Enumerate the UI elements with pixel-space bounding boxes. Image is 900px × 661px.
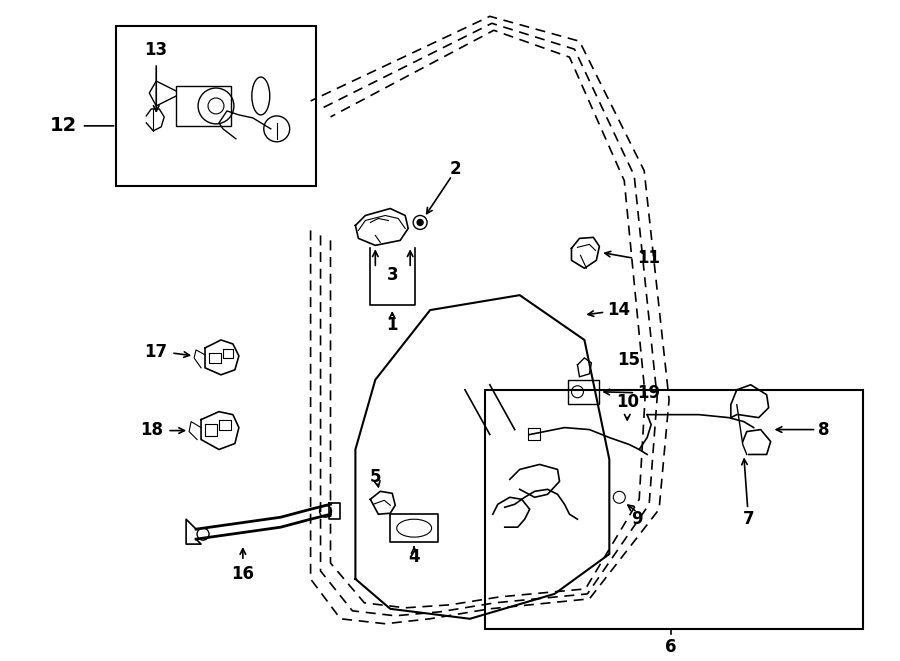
Text: 1: 1 bbox=[386, 316, 398, 334]
Circle shape bbox=[417, 219, 423, 225]
Text: 9: 9 bbox=[632, 510, 643, 528]
Text: 11: 11 bbox=[637, 249, 661, 267]
Text: 8: 8 bbox=[818, 420, 830, 439]
Text: 2: 2 bbox=[449, 160, 461, 178]
Bar bbox=[568, 380, 599, 404]
Text: 14: 14 bbox=[608, 301, 631, 319]
Bar bbox=[176, 86, 231, 126]
Bar bbox=[485, 390, 863, 629]
Text: 13: 13 bbox=[145, 41, 167, 59]
Text: 4: 4 bbox=[409, 548, 420, 566]
Text: 16: 16 bbox=[231, 565, 255, 583]
Text: 18: 18 bbox=[140, 420, 163, 439]
Text: 10: 10 bbox=[616, 393, 639, 410]
Text: 7: 7 bbox=[742, 510, 754, 528]
Bar bbox=[116, 26, 316, 186]
Text: 12: 12 bbox=[50, 116, 77, 136]
Text: 17: 17 bbox=[145, 343, 167, 361]
Bar bbox=[391, 514, 438, 542]
Text: 6: 6 bbox=[665, 638, 677, 656]
Text: 5: 5 bbox=[370, 469, 381, 486]
Text: 3: 3 bbox=[386, 266, 398, 284]
Text: 15: 15 bbox=[617, 351, 640, 369]
Text: 19: 19 bbox=[637, 384, 661, 402]
